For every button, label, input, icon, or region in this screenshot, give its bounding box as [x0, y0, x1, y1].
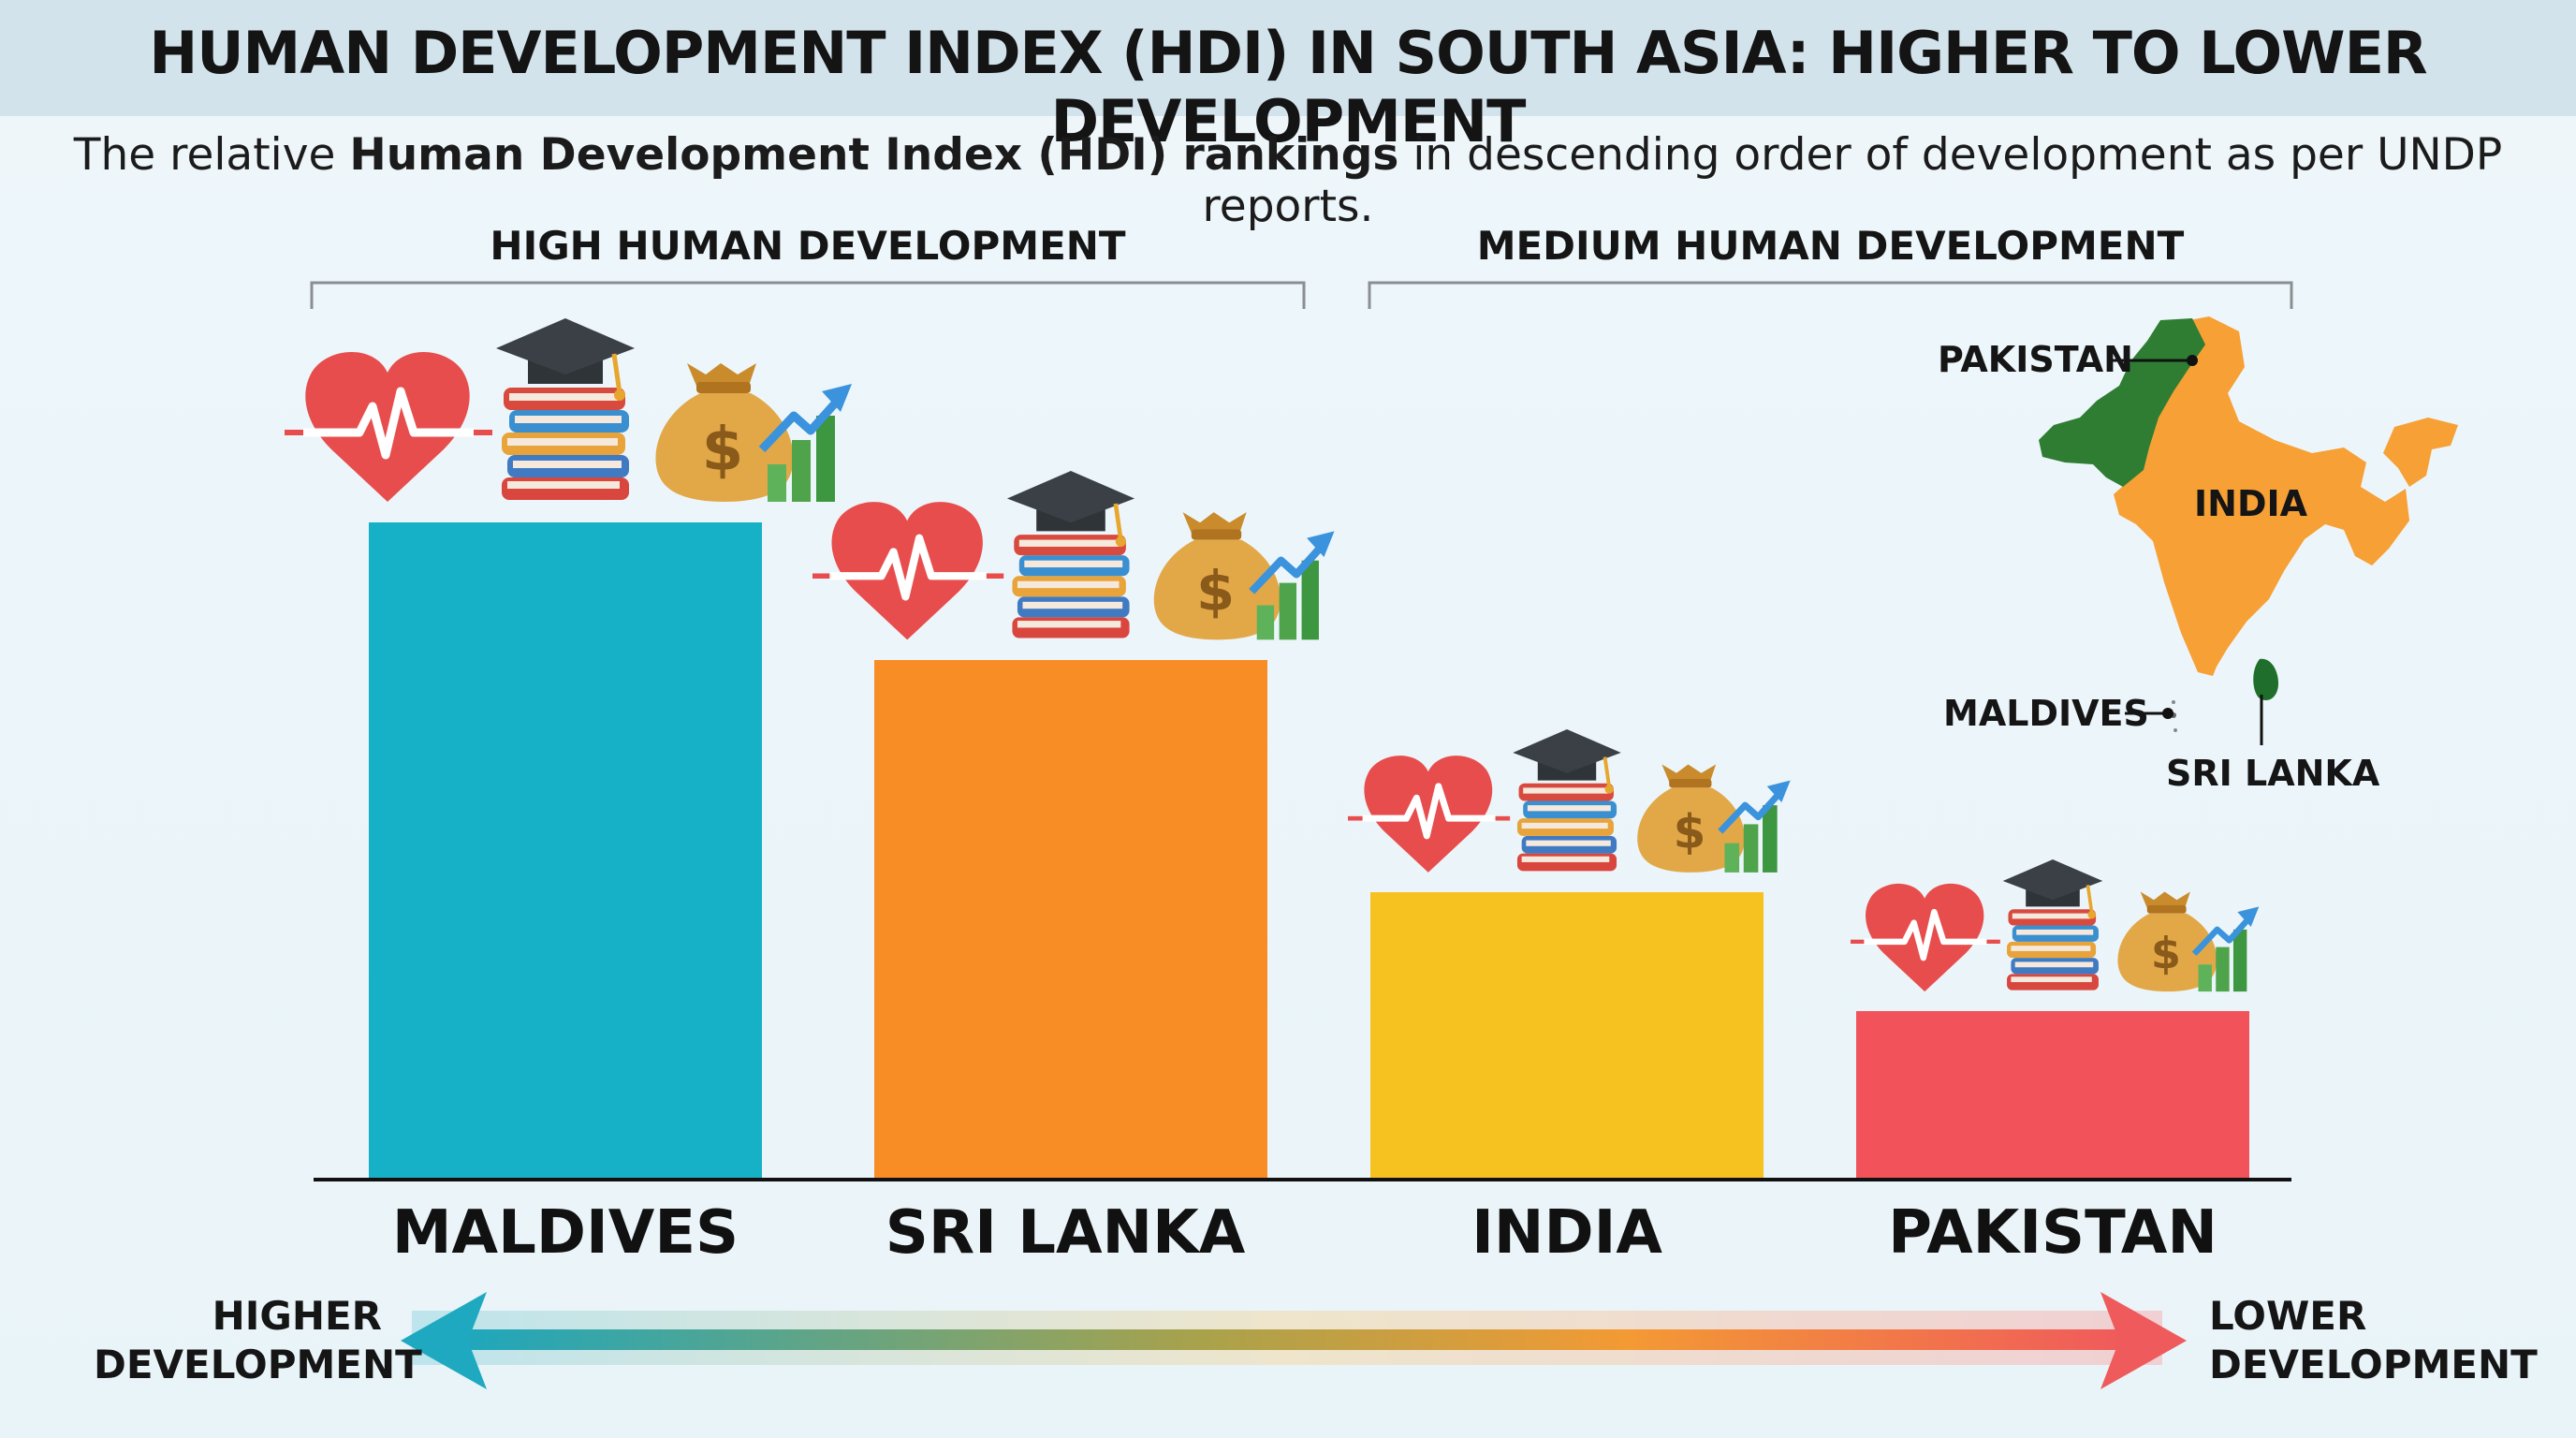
map-india-northeast [2383, 418, 2458, 487]
bar-maldives [369, 522, 762, 1178]
money-bag-growth-icon-sri-lanka [1154, 512, 1335, 639]
subtitle-pre: The relative [73, 129, 350, 181]
heart-pulse-icon-pakistan [1851, 884, 2000, 991]
scale-arrow-right-head [2100, 1292, 2187, 1389]
map-sri-lanka [2253, 658, 2278, 701]
title-band [0, 0, 2576, 116]
subtitle-post: in descending order of development as pe… [1202, 129, 2503, 232]
books-graduation-cap-icon-pakistan [2000, 858, 2105, 992]
category-label-maldives: MALDIVES [391, 1198, 739, 1268]
bar-sri-lanka [874, 660, 1267, 1178]
group-label-high: HIGH HUMAN DEVELOPMENT [490, 223, 1126, 269]
heart-pulse-icon-india [1348, 756, 1510, 873]
map-label-maldives: MALDIVES [1943, 693, 2149, 734]
south-asia-map [2039, 316, 2458, 745]
map-label-pakistan: PAKISTAN [1938, 339, 2133, 380]
money-bag-growth-icon-pakistan [2117, 892, 2259, 992]
books-graduation-cap-icon-sri-lanka [1007, 471, 1134, 638]
heart-pulse-icon-sri-lanka [812, 502, 1003, 639]
map-label-sri-lanka: SRI LANKA [2166, 753, 2380, 794]
scale-arrow-left-head [401, 1292, 487, 1389]
heart-pulse-icon-maldives [285, 352, 492, 502]
bar-india [1370, 892, 1764, 1178]
subtitle-bold: Human Development Index (HDI) rankings [349, 129, 1399, 181]
bracket-medium [1368, 281, 2293, 309]
group-label-medium: MEDIUM HUMAN DEVELOPMENT [1476, 223, 2185, 269]
scale-label-higher: HIGHER DEVELOPMENT [94, 1293, 422, 1387]
map-label-india: INDIA [2194, 483, 2308, 524]
page-title: HUMAN DEVELOPMENT INDEX (HDI) IN SOUTH A… [149, 19, 2427, 155]
map-india [2114, 316, 2409, 676]
books-graduation-cap-icon-india [1511, 727, 1623, 873]
category-label-pakistan: PAKISTAN [1888, 1198, 2217, 1268]
money-bag-growth-icon-india [1637, 764, 1790, 872]
books-graduation-cap-icon-maldives [496, 318, 635, 500]
bar-pakistan [1856, 1011, 2249, 1178]
bars-group [369, 522, 2249, 1178]
money-bag-growth-icon-maldives [655, 363, 852, 502]
bracket-high [310, 281, 1306, 309]
page-subtitle: The relative Human Development Index (HD… [0, 129, 2576, 232]
category-label-sri-lanka: SRI LANKA [885, 1198, 1246, 1268]
category-label-india: INDIA [1471, 1198, 1662, 1268]
scale-label-lower: LOWER DEVELOPMENT [2209, 1293, 2538, 1387]
scale-arrow-shaft [440, 1329, 2134, 1350]
